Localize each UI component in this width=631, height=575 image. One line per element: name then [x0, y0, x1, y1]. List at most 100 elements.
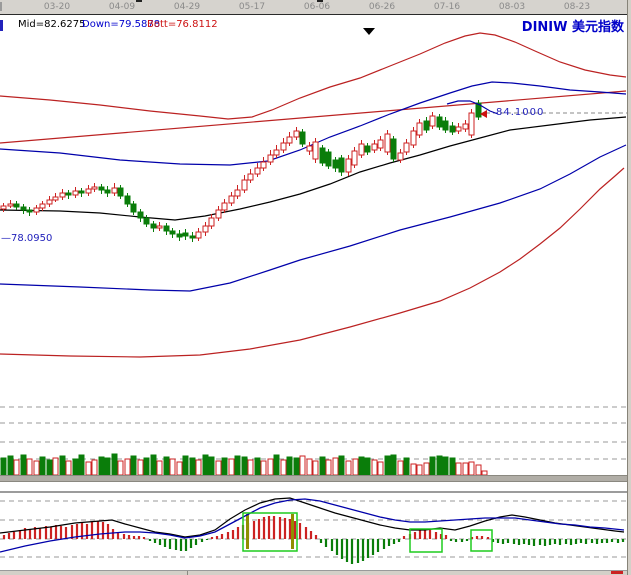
- last-price-arrow-icon: [480, 110, 487, 118]
- candlestick: [377, 139, 384, 149]
- lower-band-line: [0, 144, 627, 292]
- axis-date-label: 06-26: [368, 2, 396, 12]
- volume-bar: [416, 464, 423, 476]
- volume-bar: [273, 454, 280, 476]
- volume-bar: [143, 457, 150, 476]
- candlestick: [286, 136, 293, 144]
- volume-bar: [325, 459, 332, 476]
- candlestick: [111, 187, 118, 194]
- macd-dea-line: [0, 498, 625, 553]
- volume-bar: [403, 457, 410, 476]
- axis-tick: [317, 0, 323, 2]
- highlight-box: [409, 528, 443, 553]
- candlestick: [91, 186, 98, 190]
- chart-top-border: [0, 14, 631, 15]
- volume-bar: [85, 461, 92, 476]
- candlestick: [176, 233, 183, 238]
- lower-band-red-line: [0, 167, 625, 358]
- candlestick: [338, 157, 345, 173]
- axis-date-label: 06-06: [303, 2, 331, 12]
- candlestick: [163, 225, 170, 232]
- candlestick: [403, 142, 410, 153]
- trendline: [0, 90, 627, 144]
- volume-bar: [26, 458, 33, 476]
- volume-bar: [338, 455, 345, 476]
- candlestick: [247, 173, 254, 181]
- candlestick: [306, 145, 313, 152]
- candlestick: [202, 225, 209, 233]
- volume-bar: [319, 456, 326, 476]
- candlestick: [130, 203, 137, 213]
- candlestick: [332, 159, 339, 169]
- ma-line: [0, 116, 627, 221]
- candlestick: [65, 192, 72, 196]
- candlestick: [182, 232, 189, 237]
- axis-date-label: 08-03: [498, 2, 526, 12]
- volume-bar: [449, 457, 456, 476]
- volume-bar: [46, 459, 53, 476]
- candlestick: [189, 235, 196, 239]
- date-axis-strip: 03-20 04-09 04-29 05-17 06-06 06-26 07-16 08-03…: [0, 0, 631, 14]
- candlestick: [462, 123, 469, 130]
- highlight-box: [470, 529, 493, 552]
- volume-bar: [195, 459, 202, 476]
- volume-bar: [163, 456, 170, 476]
- candlestick: [436, 116, 443, 128]
- volume-bar: [462, 462, 469, 476]
- volume-bar: [137, 459, 144, 476]
- candlestick: [7, 203, 14, 207]
- candlestick: [364, 145, 371, 153]
- volume-bar: [202, 454, 209, 476]
- volume-bar: [390, 454, 397, 476]
- candlestick: [423, 120, 430, 131]
- candlestick: [312, 141, 319, 160]
- candlestick: [325, 151, 332, 167]
- volume-bar: [215, 460, 222, 476]
- volume-bar: [65, 460, 72, 476]
- candlestick: [221, 202, 228, 211]
- volume-bar: [312, 460, 319, 476]
- candlestick: [455, 126, 462, 132]
- status-bar: [0, 570, 631, 575]
- volume-bar: [182, 455, 189, 476]
- candlestick: [59, 192, 66, 198]
- volume-bar: [455, 462, 462, 476]
- volume-bar: [234, 455, 241, 476]
- volume-bar: [221, 457, 228, 476]
- candlestick: [280, 142, 287, 151]
- volume-bar: [254, 457, 261, 476]
- volume-bar: [169, 458, 176, 476]
- status-bar-divider: [187, 571, 188, 575]
- volume-bar: [39, 456, 46, 476]
- candlestick: [117, 187, 124, 197]
- candlestick: [33, 207, 40, 213]
- volume-bar: [410, 463, 417, 476]
- candlestick: [449, 125, 456, 133]
- candlestick: [267, 154, 274, 163]
- candlestick: [273, 149, 280, 156]
- volume-bar: [429, 456, 436, 476]
- volume-bar: [280, 459, 287, 476]
- candlestick: [390, 138, 397, 160]
- low-level-label: —78.0950: [1, 233, 53, 244]
- volume-bar: [352, 458, 359, 476]
- axis-date-label: 07-16: [433, 2, 461, 12]
- candlestick: [299, 131, 306, 145]
- volume-bar: [72, 458, 79, 476]
- volume-bar: [475, 464, 482, 476]
- volume-bar: [189, 457, 196, 476]
- macd-dif-line: [0, 497, 625, 538]
- candlestick: [208, 217, 215, 227]
- volume-bar: [241, 456, 248, 476]
- volume-bar: [371, 459, 378, 476]
- short-ma-line: [446, 100, 499, 115]
- candlestick: [215, 209, 222, 219]
- pane-separator[interactable]: [0, 475, 631, 482]
- volume-bar: [384, 455, 391, 476]
- symbol-title: DINIW 美元指数: [521, 20, 624, 35]
- volume-bar: [228, 458, 235, 476]
- candlestick: [52, 196, 59, 201]
- axis-tick: [136, 0, 142, 2]
